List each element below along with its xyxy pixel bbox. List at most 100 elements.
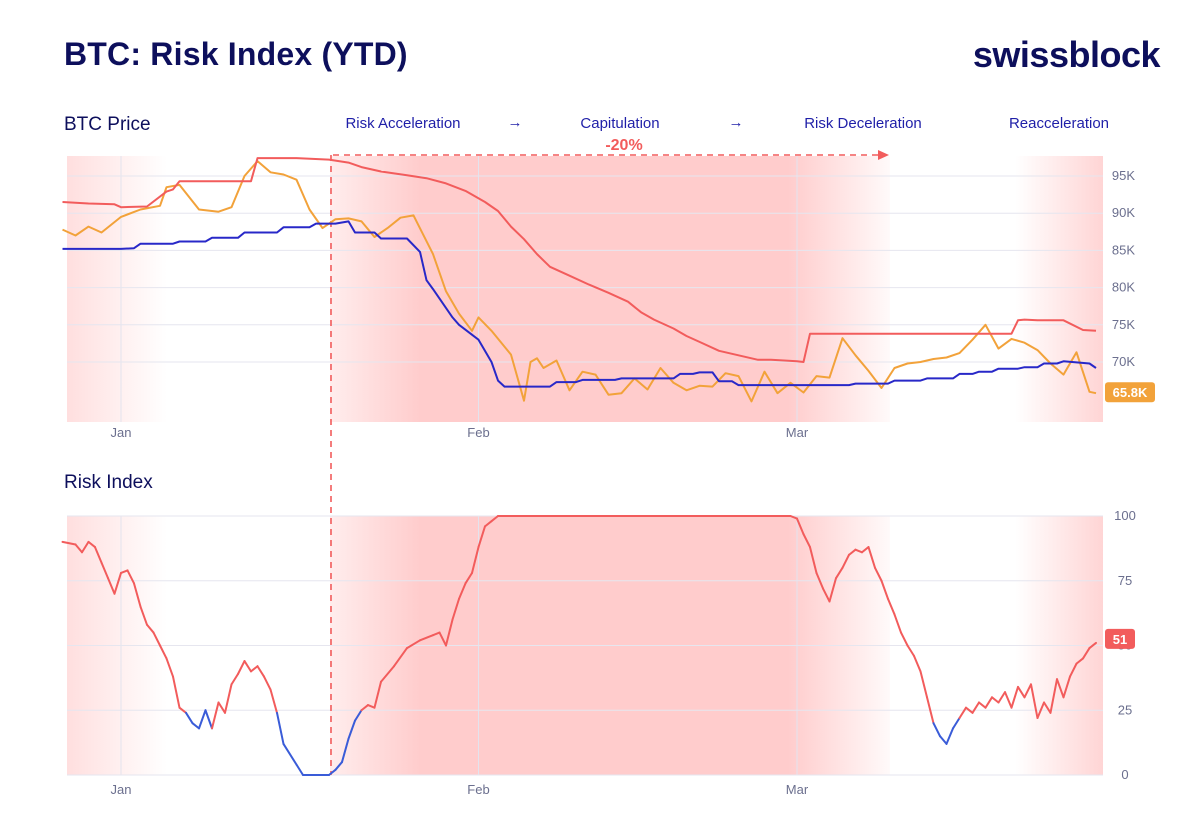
risk-index-segment: [445, 618, 454, 647]
risk-index-segment: [932, 722, 941, 738]
risk-index-segment: [133, 582, 142, 608]
risk-index-segment: [146, 623, 155, 634]
y-tick-label: 25: [1118, 702, 1132, 717]
risk-index-segment: [809, 546, 818, 574]
phase-reacceleration: Reacceleration: [1008, 115, 1110, 132]
shade-risk-zone-price: [330, 156, 890, 422]
risk-index-segment: [1030, 683, 1039, 720]
x-tick-label: Jan: [111, 782, 132, 797]
risk-index-segment: [939, 735, 948, 745]
risk-index-segment: [211, 701, 220, 730]
y-tick-label: 90K: [1112, 205, 1135, 220]
phase-risk-acceleration: Risk Acceleration: [345, 115, 461, 132]
risk-index-segment: [1088, 641, 1097, 650]
risk-index-segment: [984, 696, 993, 709]
risk-index-segment: [256, 665, 265, 678]
risk-index-segment: [874, 566, 883, 582]
risk-index-segment: [1010, 685, 1019, 709]
risk-index-segment: [1075, 657, 1084, 665]
risk-index-segment: [126, 569, 135, 585]
phase-risk-deceleration: Risk Deceleration: [804, 115, 922, 132]
risk-index-segment: [978, 701, 987, 709]
risk-index-segment: [191, 722, 200, 730]
risk-index-segment: [1004, 691, 1013, 709]
brand-logo: swissblock: [972, 34, 1161, 75]
risk-index-segment: [243, 660, 252, 673]
drawdown-annotation: -20%: [330, 137, 889, 775]
risk-index-segment: [295, 763, 304, 776]
risk-index-segment: [120, 569, 129, 574]
risk-index-segment: [250, 665, 259, 673]
drawdown-arrow-head: [878, 150, 889, 160]
y-tick-label: 80K: [1112, 280, 1135, 295]
risk-index-segment: [367, 704, 376, 709]
series-layer: [61, 157, 1097, 776]
x-tick-label: Jan: [111, 425, 132, 440]
risk-index-segment: [432, 631, 441, 637]
risk-index-segment: [477, 525, 486, 549]
risk-index-segment: [328, 768, 337, 776]
risk-index-segment: [971, 701, 980, 714]
risk-index-segment: [1036, 701, 1045, 720]
risk-index-segment: [178, 706, 187, 714]
risk-index-segment: [61, 540, 77, 546]
risk-index-segment: [269, 688, 278, 714]
risk-index-segment: [490, 515, 499, 523]
risk-index-segment: [139, 605, 148, 626]
risk-index-segment: [113, 571, 122, 595]
risk-index-segment: [87, 540, 96, 549]
shade-late-price: [1015, 156, 1103, 422]
risk-index-segment: [1082, 647, 1091, 660]
risk-index-segment: [854, 548, 863, 554]
risk-index-segment: [906, 644, 915, 657]
risk-index-segment: [484, 520, 493, 528]
risk-index-segment: [393, 647, 408, 668]
risk-index-segment: [991, 696, 1000, 704]
risk-index-segment: [276, 711, 285, 745]
risk-index-segment: [406, 639, 421, 650]
risk-index-segment: [172, 675, 181, 709]
risk-index-segment: [334, 761, 343, 771]
phase-arrow-1: →: [507, 114, 523, 131]
risk-index-segment: [185, 711, 194, 725]
risk-index-segment: [165, 657, 174, 678]
x-tick-label: Mar: [786, 782, 809, 797]
risk-index-segment: [919, 670, 928, 699]
risk-index-segment: [913, 654, 922, 673]
y-tick-label: 75K: [1112, 317, 1135, 332]
risk-index-segment: [74, 543, 83, 554]
risk-index-segment: [159, 644, 168, 660]
y-tick-label: 95K: [1112, 168, 1135, 183]
price-panel-label: BTC Price: [64, 114, 151, 135]
risk-index-segment: [451, 597, 460, 621]
risk-index-segment: [204, 709, 213, 730]
price-value-badge: 65.8K: [1113, 385, 1148, 400]
risk-index-segment: [880, 579, 889, 600]
risk-index-segment: [360, 704, 369, 712]
risk-index-segment: [1056, 678, 1065, 699]
risk-index-segment: [1069, 662, 1078, 678]
risk-value-badge-bg: [1105, 628, 1135, 649]
risk-index-segment: [224, 683, 233, 714]
risk-index-segment: [952, 717, 961, 730]
risk-index-segment: [958, 706, 967, 720]
risk-index-segment: [893, 613, 902, 634]
risk-index-segment: [861, 546, 870, 554]
risk-index-segment: [237, 660, 246, 675]
phase-arrow-2: →: [728, 114, 744, 131]
series-line-upper-band: [62, 157, 1097, 363]
value-badges: 65.8K 51: [1105, 382, 1155, 649]
risk-index-segment: [282, 742, 298, 766]
series-line-lower-band: [62, 220, 1097, 388]
risk-index-segment: [464, 571, 473, 585]
risk-index-segment: [796, 517, 805, 536]
risk-index-segment: [997, 691, 1006, 704]
risk-index-segment: [107, 577, 116, 595]
risk-index-segment: [341, 737, 350, 764]
risk-index-segment: [217, 701, 226, 714]
risk-index-segment: [1049, 678, 1058, 714]
risk-index-segment: [945, 727, 954, 745]
risk-index-segment: [867, 546, 876, 569]
risk-index-segment: [81, 540, 90, 554]
chart-title: BTC: Risk Index (YTD): [64, 36, 408, 72]
